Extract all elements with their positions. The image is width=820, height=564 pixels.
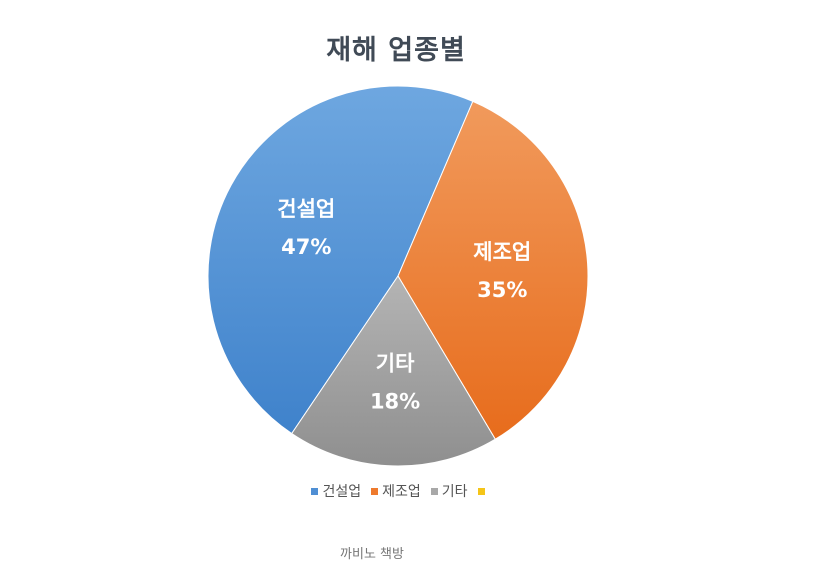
chart-title: 재해 업종별: [326, 35, 466, 66]
pie-slice-3: [291, 275, 496, 467]
legend-item: [477, 481, 489, 501]
legend-label: 제조업: [382, 484, 421, 500]
legend-swatch: [311, 487, 319, 495]
legend-item: 기타: [430, 481, 468, 501]
legend-item: 제조업: [371, 481, 421, 501]
slice-value-label: 18%: [370, 389, 420, 413]
legend-swatch: [371, 487, 379, 495]
legend-label: 건설업: [322, 484, 362, 500]
slice-value-label: 35%: [477, 278, 527, 302]
legend-swatch: [430, 487, 438, 495]
slice-category-label: 제조업: [473, 240, 531, 264]
slice-category-label: 건설업: [277, 197, 335, 221]
legend: 건설업 제조업 기타: [0, 481, 800, 501]
footer-caption: 까비노 책방: [340, 547, 404, 562]
slice-category-label: 기타: [376, 351, 415, 375]
legend-label: 기타: [441, 484, 468, 500]
slice-value-label: 47%: [281, 235, 331, 259]
pie-slice-1: [207, 85, 474, 435]
legend-item: 건설업: [311, 481, 361, 501]
legend-swatch: [477, 487, 485, 495]
